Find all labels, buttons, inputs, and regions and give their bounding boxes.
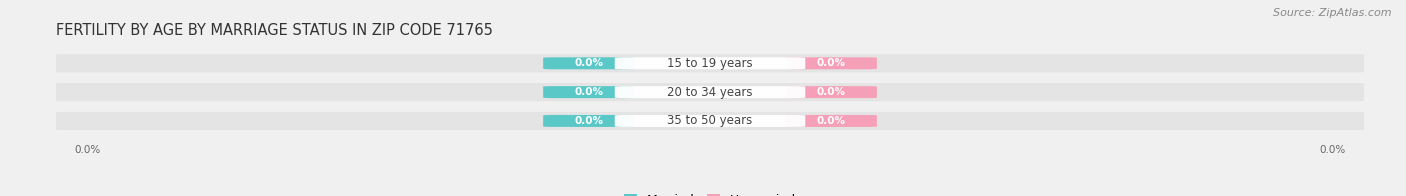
FancyBboxPatch shape <box>53 83 1367 101</box>
Text: 20 to 34 years: 20 to 34 years <box>668 86 752 99</box>
FancyBboxPatch shape <box>543 57 634 69</box>
Text: 0.0%: 0.0% <box>574 58 603 68</box>
Text: 0.0%: 0.0% <box>817 87 846 97</box>
Text: 15 to 19 years: 15 to 19 years <box>668 57 752 70</box>
Text: 0.0%: 0.0% <box>574 87 603 97</box>
FancyBboxPatch shape <box>543 115 634 127</box>
Legend: Married, Unmarried: Married, Unmarried <box>619 189 801 196</box>
Text: FERTILITY BY AGE BY MARRIAGE STATUS IN ZIP CODE 71765: FERTILITY BY AGE BY MARRIAGE STATUS IN Z… <box>56 23 494 38</box>
FancyBboxPatch shape <box>786 86 877 98</box>
Text: Source: ZipAtlas.com: Source: ZipAtlas.com <box>1274 8 1392 18</box>
Text: 0.0%: 0.0% <box>817 116 846 126</box>
FancyBboxPatch shape <box>786 57 877 69</box>
FancyBboxPatch shape <box>614 86 806 98</box>
Text: 0.0%: 0.0% <box>574 116 603 126</box>
Text: 0.0%: 0.0% <box>817 58 846 68</box>
FancyBboxPatch shape <box>53 54 1367 72</box>
FancyBboxPatch shape <box>543 86 634 98</box>
FancyBboxPatch shape <box>786 115 877 127</box>
Text: 35 to 50 years: 35 to 50 years <box>668 114 752 127</box>
FancyBboxPatch shape <box>614 115 806 127</box>
FancyBboxPatch shape <box>53 112 1367 130</box>
FancyBboxPatch shape <box>614 57 806 69</box>
